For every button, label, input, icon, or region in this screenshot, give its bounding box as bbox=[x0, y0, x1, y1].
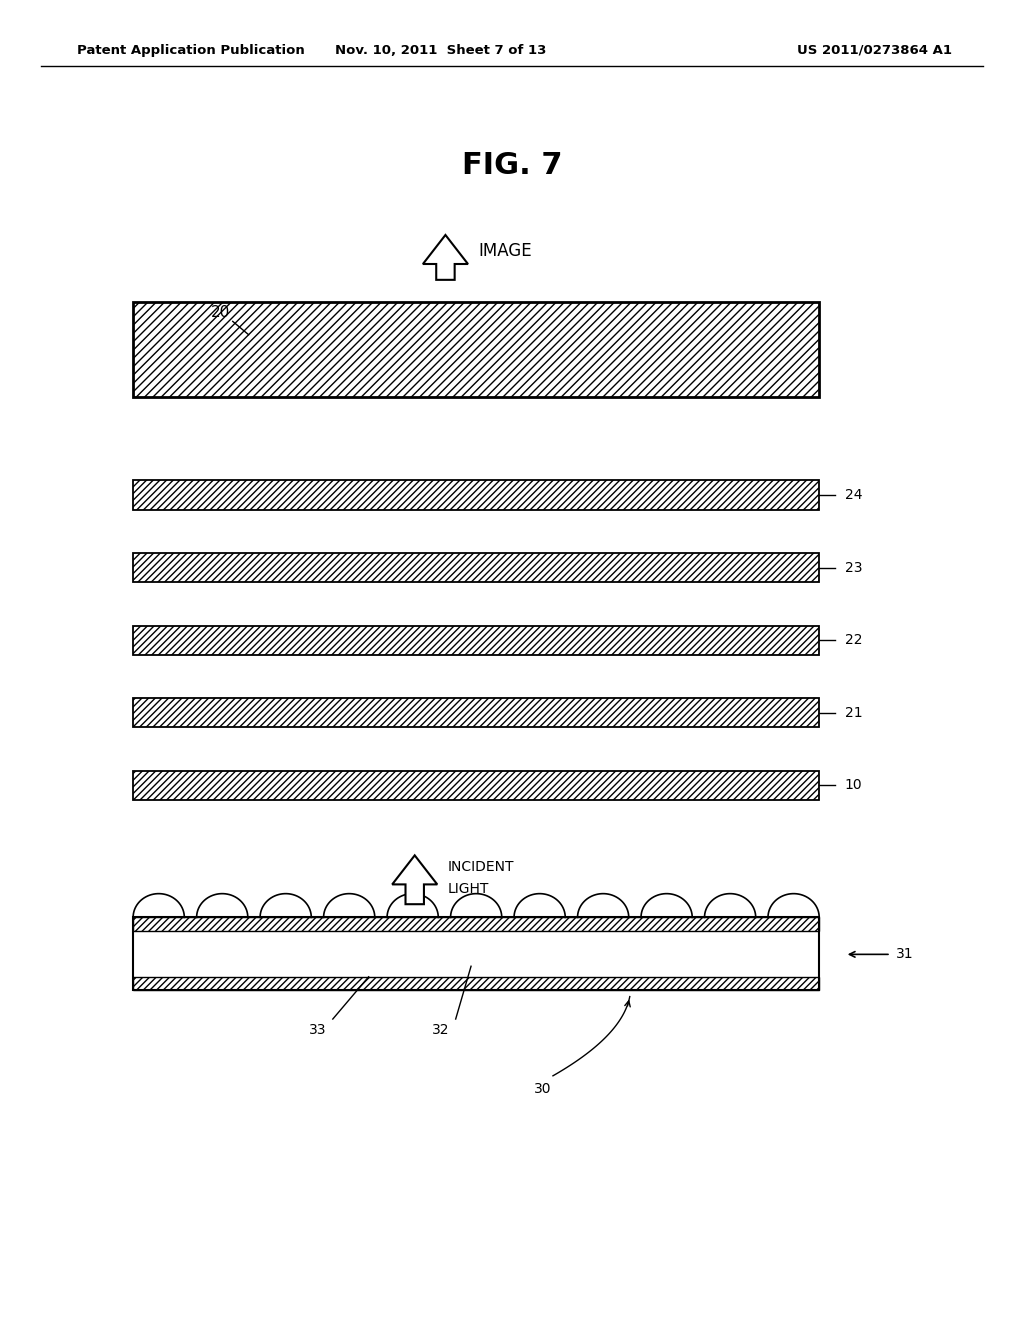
Text: 21: 21 bbox=[845, 706, 862, 719]
Text: Patent Application Publication: Patent Application Publication bbox=[77, 44, 304, 57]
Bar bbox=[133, 480, 819, 510]
Text: 30: 30 bbox=[534, 1082, 552, 1096]
Bar bbox=[133, 553, 819, 582]
Bar bbox=[133, 480, 819, 510]
Text: 31: 31 bbox=[896, 948, 913, 961]
Text: 22: 22 bbox=[845, 634, 862, 647]
Bar bbox=[133, 626, 819, 655]
Text: 24: 24 bbox=[845, 488, 862, 502]
Text: FIG. 7: FIG. 7 bbox=[462, 150, 562, 180]
Bar bbox=[133, 977, 819, 990]
Bar bbox=[133, 771, 819, 800]
Text: Nov. 10, 2011  Sheet 7 of 13: Nov. 10, 2011 Sheet 7 of 13 bbox=[335, 44, 546, 57]
Bar bbox=[133, 917, 819, 990]
Bar bbox=[133, 698, 819, 727]
Text: 20: 20 bbox=[211, 305, 229, 321]
Bar bbox=[133, 302, 819, 397]
Bar bbox=[133, 771, 819, 800]
Bar bbox=[133, 302, 819, 397]
FancyArrow shape bbox=[423, 235, 468, 280]
Text: IMAGE: IMAGE bbox=[478, 242, 531, 260]
Text: 23: 23 bbox=[845, 561, 862, 574]
Text: 33: 33 bbox=[308, 1023, 327, 1036]
Text: 10: 10 bbox=[845, 779, 862, 792]
Bar bbox=[133, 698, 819, 727]
Bar bbox=[133, 917, 819, 931]
Text: LIGHT: LIGHT bbox=[447, 882, 488, 896]
Text: INCIDENT: INCIDENT bbox=[447, 859, 514, 874]
FancyArrow shape bbox=[392, 855, 437, 904]
Text: 32: 32 bbox=[431, 1023, 450, 1036]
Bar bbox=[133, 626, 819, 655]
Bar bbox=[133, 553, 819, 582]
Text: US 2011/0273864 A1: US 2011/0273864 A1 bbox=[798, 44, 952, 57]
